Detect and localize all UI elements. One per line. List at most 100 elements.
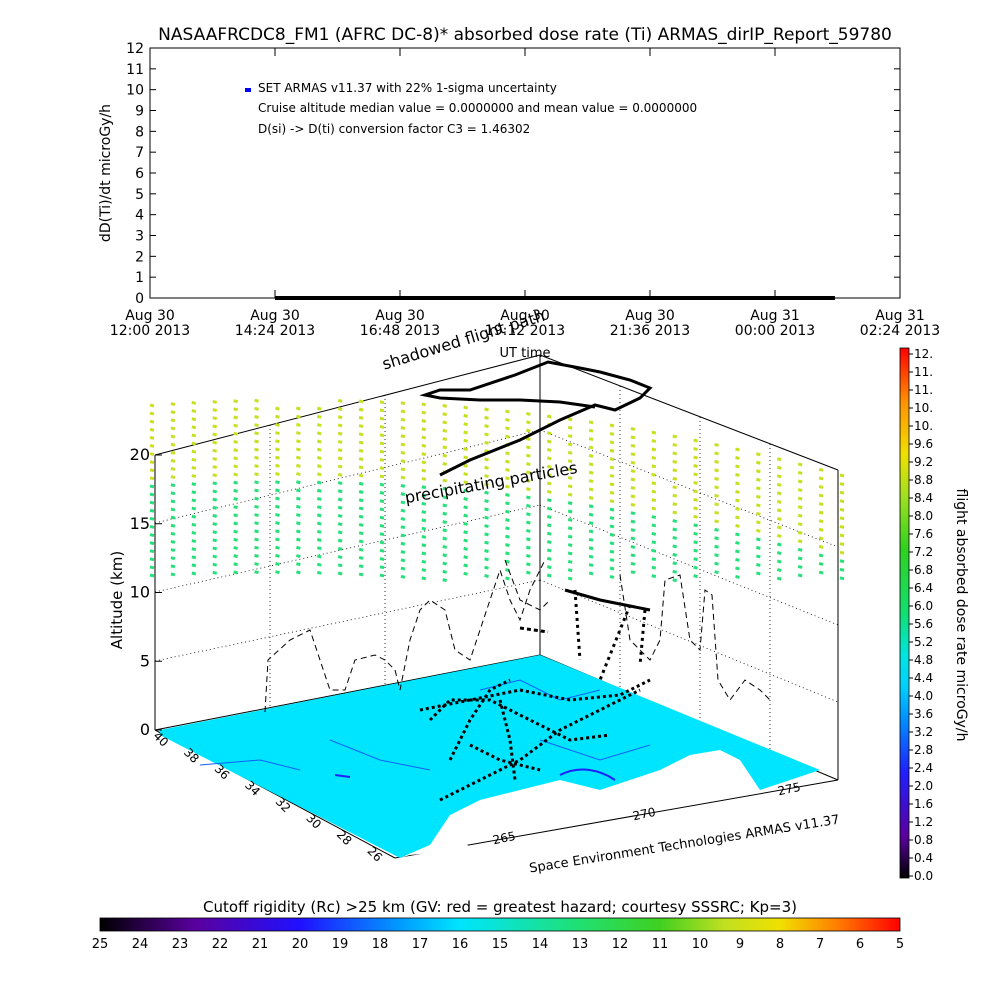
- rigidity-colorbar-tick-label: 10: [692, 937, 709, 952]
- particle-mark: [233, 415, 239, 420]
- particle-mark: [651, 565, 657, 570]
- particle-mark: [442, 536, 448, 541]
- particle-mark: [337, 538, 343, 543]
- dose-colorbar-tick-label: 3.2: [914, 725, 933, 739]
- particle-mark: [170, 540, 176, 544]
- particle-mark: [421, 568, 427, 573]
- particle-mark: [337, 522, 343, 527]
- particle-mark: [442, 478, 448, 483]
- particle-mark: [170, 426, 176, 431]
- particle-mark: [735, 524, 740, 528]
- particle-mark: [546, 448, 552, 452]
- particle-mark: [484, 482, 489, 487]
- particle-mark: [149, 411, 155, 416]
- particle-mark: [442, 553, 448, 558]
- particle-mark: [735, 507, 740, 511]
- particle-mark: [212, 448, 218, 453]
- particle-mark: [442, 437, 448, 442]
- particle-mark: [379, 573, 385, 578]
- particle-mark: [714, 451, 719, 456]
- particle-mark: [212, 570, 218, 575]
- particle-mark: [170, 418, 176, 423]
- particle-mark: [170, 402, 176, 407]
- particle-mark: [505, 526, 510, 531]
- particle-mark: [149, 549, 155, 554]
- particle-mark: [421, 551, 427, 556]
- particle-mark: [588, 479, 594, 484]
- altitude-tick-label: 0: [140, 720, 150, 739]
- particle-mark: [567, 484, 573, 489]
- particle-mark: [295, 529, 301, 534]
- particle-mark: [316, 406, 322, 411]
- particle-mark: [400, 566, 406, 571]
- particle-mark: [191, 425, 197, 430]
- particle-mark: [233, 521, 239, 526]
- particle-mark: [358, 448, 364, 453]
- particle-mark: [442, 578, 448, 583]
- particle-mark: [735, 498, 740, 503]
- particle-mark: [233, 464, 239, 469]
- particle-mark: [400, 574, 406, 579]
- particle-mark: [463, 488, 469, 493]
- particle-mark: [797, 479, 803, 484]
- particle-mark: [505, 451, 510, 456]
- particle-mark: [463, 555, 469, 560]
- particle-mark: [776, 465, 782, 470]
- time-x-tick-time: 02:24 2013: [860, 323, 940, 339]
- particle-mark: [651, 472, 657, 477]
- particle-mark: [609, 465, 615, 470]
- particle-mark: [400, 516, 406, 521]
- particle-mark: [567, 559, 573, 564]
- particle-mark: [546, 565, 552, 570]
- particle-mark: [755, 562, 761, 567]
- particle-mark: [484, 424, 489, 429]
- particle-mark: [797, 505, 803, 510]
- particle-mark: [651, 481, 657, 486]
- particle-mark: [275, 504, 280, 509]
- particle-mark: [316, 538, 322, 542]
- particle-mark: [505, 543, 510, 547]
- dose-colorbar-tick-label: 8.4: [914, 491, 933, 505]
- particle-mark: [588, 571, 594, 576]
- particle-mark: [818, 527, 824, 532]
- particle-mark: [358, 424, 364, 429]
- particle-mark: [191, 457, 197, 462]
- particle-mark: [588, 504, 594, 509]
- particle-mark: [714, 459, 719, 464]
- particle-mark: [546, 431, 552, 436]
- particle-mark: [316, 455, 322, 460]
- particle-mark: [212, 440, 218, 445]
- particle-mark: [191, 539, 197, 543]
- particle-mark: [776, 474, 782, 479]
- particle-mark: [651, 557, 657, 562]
- particle-mark: [776, 542, 782, 547]
- dose-colorbar-tick-label: 8.0: [914, 509, 933, 523]
- particle-mark: [358, 498, 364, 503]
- particle-mark: [505, 518, 510, 522]
- particle-mark: [672, 434, 678, 439]
- particle-mark: [776, 534, 782, 538]
- particle-mark: [839, 507, 845, 512]
- particle-mark: [839, 499, 845, 504]
- particle-mark: [379, 466, 385, 471]
- particle-mark: [212, 562, 218, 567]
- particle-mark: [275, 570, 280, 575]
- particle-mark: [630, 443, 636, 448]
- particle-mark: [567, 526, 573, 531]
- particle-mark: [442, 511, 448, 516]
- particle-mark: [818, 570, 824, 575]
- particle-mark: [275, 463, 280, 468]
- particle-mark: [275, 537, 280, 542]
- particle-mark: [275, 553, 280, 558]
- particle-mark: [714, 519, 719, 524]
- particle-mark: [275, 447, 280, 452]
- particle-mark: [672, 502, 678, 507]
- particle-mark: [212, 481, 218, 486]
- particle-mark: [170, 442, 176, 447]
- particle-mark: [400, 508, 406, 513]
- particle-mark: [776, 551, 782, 555]
- particle-mark: [379, 424, 385, 429]
- particle-mark: [442, 403, 448, 408]
- particle-mark: [379, 532, 385, 537]
- particle-mark: [525, 503, 531, 508]
